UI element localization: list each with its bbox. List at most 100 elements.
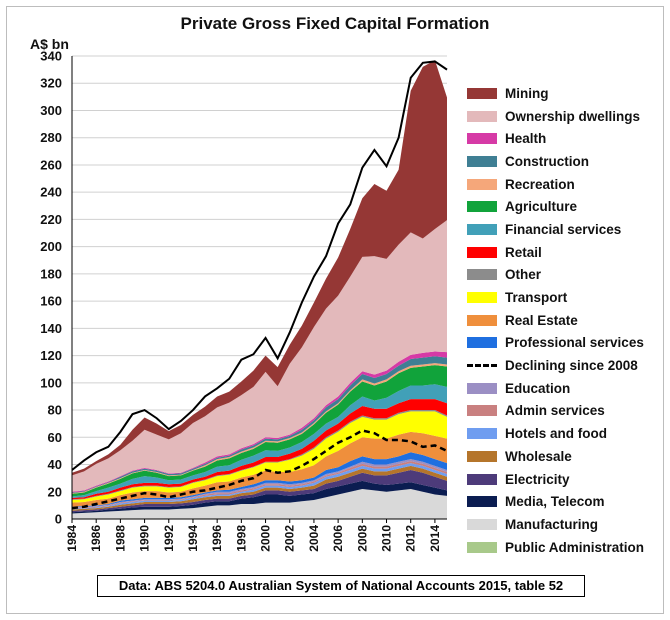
area-transport <box>72 411 447 503</box>
overlay-lines <box>71 60 448 510</box>
y-tick-label: 160 <box>40 294 62 309</box>
legend-item: Construction <box>467 150 667 173</box>
area-professional-services <box>72 452 447 508</box>
x-tick-label: 2004 <box>307 525 321 552</box>
x-tick-labels: 1984 1986 1988 1990 1992 1994 1996 1998 2000 2002… <box>65 519 442 552</box>
legend-swatch <box>467 473 497 485</box>
y-tick-label: 20 <box>48 484 62 499</box>
y-tick-label: 300 <box>40 103 62 118</box>
legend-label: Real Estate <box>505 312 578 328</box>
legend-item: Hotels and food <box>467 422 667 445</box>
legend-label: Other <box>505 267 542 283</box>
series-areas <box>72 60 447 519</box>
legend-swatch <box>467 450 497 462</box>
x-tick-label: 1994 <box>186 525 200 552</box>
y-tick-label: 140 <box>40 321 62 336</box>
declining-since-2008-line <box>71 429 448 510</box>
legend-item: Mining <box>467 82 667 105</box>
legend-label: Professional services <box>505 335 644 351</box>
y-tick-label: 80 <box>48 403 62 418</box>
y-tick-label: 100 <box>40 375 62 390</box>
legend-swatch <box>467 496 497 508</box>
legend-label: Electricity <box>505 471 570 487</box>
y-tick-label: 220 <box>40 212 62 227</box>
legend-label: Agriculture <box>505 199 578 215</box>
x-tick-label: 2006 <box>331 525 345 552</box>
legend-label: Education <box>505 380 571 396</box>
legend-item: Media, Telecom <box>467 490 667 513</box>
x-tick-label: 2012 <box>404 525 418 552</box>
x-tick-label: 1998 <box>234 525 248 552</box>
legend-item: Transport <box>467 286 667 309</box>
y-tick-label: 120 <box>40 348 62 363</box>
legend-label: Declining since 2008 <box>505 358 638 374</box>
legend-swatch <box>467 246 497 258</box>
legend-item: Wholesale <box>467 445 667 468</box>
legend-label: Media, Telecom <box>505 494 605 510</box>
legend-swatch <box>467 201 497 213</box>
x-tick-label: 2000 <box>259 525 273 552</box>
total-line <box>71 60 448 471</box>
legend-swatch <box>467 178 497 190</box>
legend-item: Health <box>467 127 667 150</box>
y-tick-label: 240 <box>40 185 62 200</box>
legend-swatch <box>467 269 497 281</box>
x-tick-label: 1992 <box>162 525 176 552</box>
legend-label: Admin services <box>505 403 605 419</box>
legend-item: Public Administration <box>467 536 667 559</box>
legend-swatch <box>467 87 497 99</box>
legend-swatch <box>467 405 497 417</box>
area-agriculture <box>72 365 447 497</box>
legend-label: Public Administration <box>505 539 645 555</box>
x-tick-label: 2002 <box>283 525 297 552</box>
legend-item: Admin services <box>467 400 667 423</box>
y-tick-label: 200 <box>40 239 62 254</box>
legend-label: Hotels and food <box>505 426 607 442</box>
y-tick-label: 180 <box>40 266 62 281</box>
legend-swatch <box>467 292 497 304</box>
legend-label: Wholesale <box>505 448 572 464</box>
y-tick-labels: 0 20 40 60 80 100 120 140 160 180 200 220 240 260 280 3… <box>40 49 62 527</box>
y-tick-label: 260 <box>40 157 62 172</box>
legend-swatch <box>467 155 497 167</box>
legend-item: Manufacturing <box>467 513 667 536</box>
legend-label: Health <box>505 131 547 147</box>
legend-item: Electricity <box>467 468 667 491</box>
axes <box>71 56 447 520</box>
area-retail <box>72 399 447 500</box>
x-tick-label: 2010 <box>380 525 394 552</box>
legend-label: Construction <box>505 153 589 169</box>
legend-item: Professional services <box>467 332 667 355</box>
x-tick-label: 1986 <box>89 525 103 552</box>
legend-swatch <box>467 364 497 368</box>
legend-label: Transport <box>505 290 568 306</box>
area-ownership-dwellings <box>72 220 447 492</box>
legend-swatch <box>467 314 497 326</box>
legend-item: Agriculture <box>467 195 667 218</box>
legend-item: Education <box>467 377 667 400</box>
area-electricity <box>72 469 447 513</box>
y-tick-label: 60 <box>48 430 62 445</box>
legend-item: Declining since 2008 <box>467 354 667 377</box>
legend-item: Recreation <box>467 173 667 196</box>
y-tick-label: 280 <box>40 130 62 145</box>
legend-item: Financial services <box>467 218 667 241</box>
legend-label: Recreation <box>505 176 575 192</box>
legend-item: Ownership dwellings <box>467 105 667 128</box>
y-tick-label: 40 <box>48 457 62 472</box>
area-financial-services <box>72 384 447 498</box>
chart-title: Private Gross Fixed Capital Formation <box>180 14 490 33</box>
legend-item: Real Estate <box>467 309 667 332</box>
legend-item: Retail <box>467 241 667 264</box>
y-tick-label: 340 <box>40 49 62 64</box>
legend-item: Other <box>467 264 667 287</box>
area-real-estate <box>72 431 447 507</box>
x-tick-label: 2014 <box>428 525 442 552</box>
x-tick-label: 1988 <box>113 525 127 552</box>
legend-swatch <box>467 541 497 553</box>
legend-swatch <box>467 337 497 349</box>
y-tick-label: 0 <box>55 512 62 527</box>
x-tick-label: 1990 <box>138 525 152 552</box>
y-axis-unit-label: A$ bn <box>30 36 69 52</box>
